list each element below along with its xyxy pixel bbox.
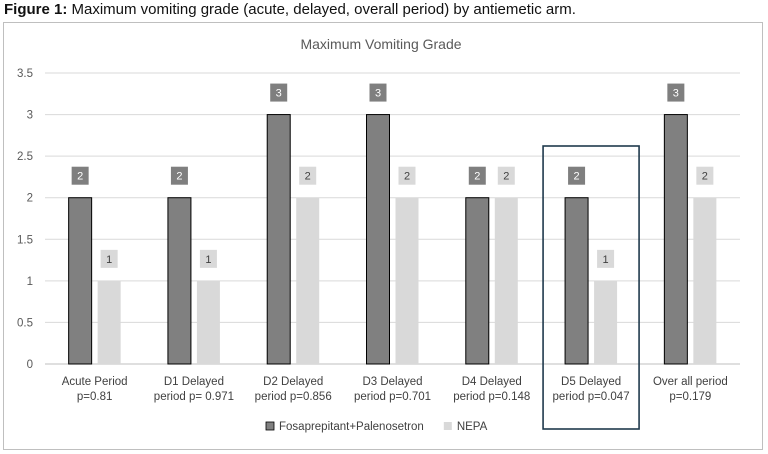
bar-fosaprepitant-palenosetron [68, 197, 93, 365]
y-tick-label: 3 [27, 110, 33, 122]
y-tick-label: 0 [27, 359, 33, 371]
bar-nepa [97, 280, 121, 364]
bar-nepa [494, 197, 518, 364]
x-category-label: Over all period p=0.179 [653, 376, 728, 403]
bar-nepa [594, 280, 618, 364]
chart-title: Maximum Vomiting Grade [300, 36, 461, 52]
figure-caption: Figure 1: Maximum vomiting grade (acute,… [4, 1, 576, 18]
data-label-box [299, 166, 317, 185]
data-label-box [568, 166, 586, 185]
data-label: 1 [205, 254, 211, 266]
legend-label: NEPA [457, 421, 488, 433]
x-category-label: Acute Period p=0.81 [62, 376, 128, 403]
bar-nepa [296, 197, 320, 364]
x-category-label: D1 Delayed period p= 0.971 [154, 376, 234, 403]
x-category-label: D3 Delayed period p=0.701 [354, 376, 431, 403]
data-label-box [369, 83, 387, 102]
data-label-box [468, 166, 486, 185]
bar-fosaprepitant-palenosetron [366, 114, 390, 365]
legend-swatch [443, 422, 452, 430]
y-tick-label: 2.5 [17, 151, 33, 163]
data-label-box [667, 83, 685, 102]
data-label-box [398, 166, 416, 185]
bar-fosaprepitant-palenosetron [465, 197, 490, 365]
bar-fosaprepitant-palenosetron [167, 197, 192, 365]
data-label-box [199, 249, 217, 268]
y-tick-label: 3.5 [17, 68, 33, 80]
figure-caption-text: Maximum vomiting grade (acute, delayed, … [71, 1, 576, 18]
data-label-box [270, 83, 288, 102]
data-label: 1 [106, 254, 112, 266]
bar-fosaprepitant-palenosetron [266, 114, 291, 365]
data-label: 1 [603, 254, 609, 266]
data-label-box [497, 166, 515, 185]
bar-nepa [196, 280, 220, 364]
data-label: 3 [276, 88, 282, 100]
legend-label: Fosaprepitant+Palenosetron [279, 421, 424, 433]
data-label: 2 [404, 171, 410, 183]
figure-caption-label: Figure 1: [4, 1, 68, 18]
highlight-box [542, 145, 640, 430]
data-label: 3 [375, 88, 381, 100]
x-category-label: D2 Delayed period p=0.856 [255, 376, 332, 403]
data-label-box [71, 166, 89, 185]
data-label: 2 [574, 171, 580, 183]
data-label-box [170, 166, 188, 185]
y-tick-label: 1.5 [17, 234, 33, 246]
x-category-label: D4 Delayed period p=0.148 [453, 376, 530, 403]
legend-swatch [265, 421, 275, 431]
x-category-label: D5 Delayed period p=0.047 [553, 376, 630, 403]
data-label-box [696, 166, 714, 185]
bar-nepa [395, 197, 419, 364]
data-label: 2 [176, 171, 182, 183]
data-label: 2 [305, 171, 311, 183]
data-label: 2 [474, 171, 480, 183]
bar-fosaprepitant-palenosetron [564, 197, 589, 365]
data-label: 2 [77, 171, 83, 183]
data-label: 2 [503, 171, 509, 183]
y-tick-label: 0.5 [17, 317, 33, 329]
data-label: 3 [673, 88, 679, 100]
y-tick-label: 1 [27, 276, 33, 288]
chart-frame [3, 22, 763, 450]
bar-fosaprepitant-palenosetron [663, 114, 688, 365]
y-tick-label: 2 [27, 193, 33, 205]
data-label-box [100, 249, 118, 268]
data-label-box [597, 249, 615, 268]
bar-nepa [693, 197, 717, 364]
data-label: 2 [702, 171, 708, 183]
